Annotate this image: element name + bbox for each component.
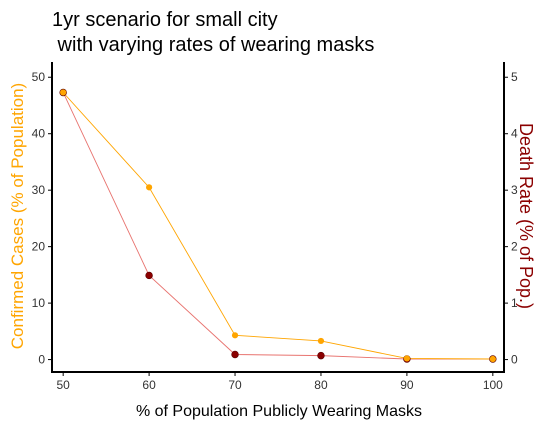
y-axis-left-title: Confirmed Cases (% of Population)	[8, 83, 27, 349]
confirmed-cases-point	[231, 332, 239, 339]
confirmed-cases-point	[146, 184, 153, 191]
x-tick-label: 80	[314, 378, 328, 392]
y-left-tick-label: 40	[32, 127, 46, 141]
confirmed-cases-point	[60, 89, 67, 96]
death-rate-point	[317, 351, 325, 360]
x-tick-label: 100	[483, 378, 503, 392]
x-tick-label: 50	[56, 378, 70, 392]
axes: 50 60 70 80 90 100 0 10 20 30 40 50 0 1 2 3 4 5	[32, 62, 518, 392]
confirmed-cases-point	[317, 337, 325, 345]
y-left-tick-label: 50	[32, 70, 46, 84]
confirmed-cases-point	[489, 355, 496, 363]
chart-title-line-2: with varying rates of wearing masks	[52, 34, 374, 56]
series-lines	[62, 92, 493, 360]
x-axis-title: % of Population Publicly Wearing Masks	[136, 403, 422, 420]
death-rate-point	[231, 350, 239, 359]
y-left-tick-label: 30	[32, 183, 46, 197]
y-left-tick-label: 0	[38, 353, 45, 367]
y-right-tick-label: 3	[511, 183, 518, 197]
death-rate-line	[62, 92, 493, 360]
y-right-tick-label: 2	[511, 240, 518, 254]
chart-title: 1yr scenario for small city with varying…	[52, 9, 374, 56]
x-tick-label: 70	[228, 378, 242, 392]
y-right-tick-label: 0	[511, 353, 518, 367]
x-tick-label: 90	[400, 378, 414, 392]
y-axis-right-title: Death Rate (% of Pop.)	[516, 123, 536, 309]
y-right-tick-label: 4	[511, 127, 518, 141]
y-left-tick-label: 20	[32, 240, 46, 254]
confirmed-cases-line	[62, 92, 493, 360]
confirmed-cases-point	[403, 355, 410, 362]
series-points	[59, 88, 497, 363]
y-right-tick-label: 5	[511, 70, 518, 84]
chart-title-line-1: 1yr scenario for small city	[52, 9, 278, 31]
y-right-tick-label: 1	[511, 296, 518, 310]
x-tick-label: 60	[142, 378, 156, 392]
death-rate-point	[145, 271, 153, 280]
y-left-tick-label: 10	[32, 296, 46, 310]
